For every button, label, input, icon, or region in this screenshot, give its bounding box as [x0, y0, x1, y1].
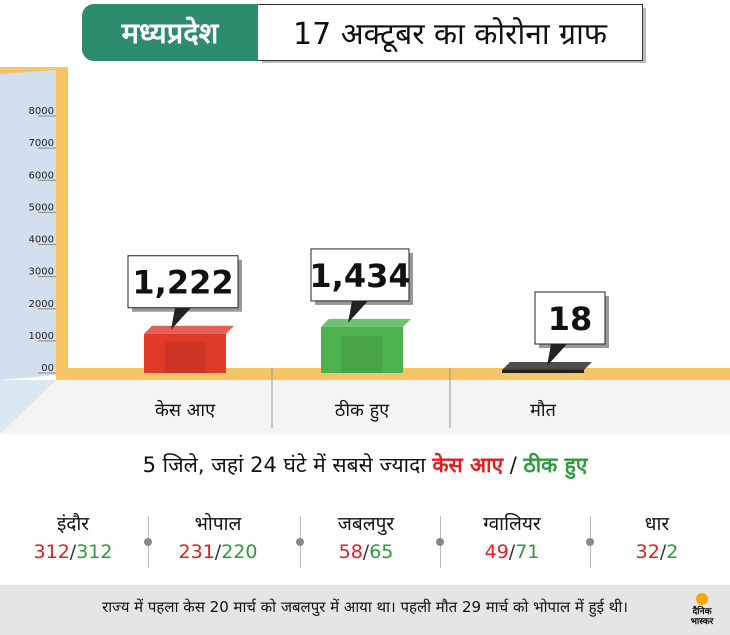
bar-top	[144, 325, 234, 334]
district-name: ग्वालियर	[483, 513, 541, 535]
bar-value-label: 18	[548, 300, 593, 338]
chart-base	[0, 380, 730, 434]
chart-wall-edge	[56, 67, 68, 380]
district-recovered: 2	[666, 541, 679, 563]
y-tick-label: 1000	[29, 331, 54, 342]
district-recovered: 71	[515, 541, 540, 563]
y-tick-label: 8000	[29, 106, 54, 117]
heading-prefix: 5 जिले, जहां 24 घंटे में सबसे ज्यादा	[142, 453, 433, 477]
chart-top-edge	[0, 67, 68, 74]
callout-pointer	[348, 300, 368, 323]
district-name: भोपाल	[194, 513, 242, 535]
y-tick-label: 6000	[29, 170, 54, 181]
bar-shade	[341, 336, 383, 373]
heading-recovered: ठीक हुए	[523, 453, 588, 477]
category-label: केस आए	[155, 399, 216, 421]
district-recovered: 65	[369, 541, 394, 563]
divider-dot	[144, 538, 152, 546]
sun-icon	[696, 593, 708, 605]
bar-front	[502, 370, 584, 373]
bar-shade	[164, 341, 206, 373]
bar-front	[321, 326, 403, 373]
district-gwalior: ग्वालियर 49/71	[452, 510, 572, 566]
district-name: जबलपुर	[337, 513, 395, 535]
heading-cases: केस आए	[432, 453, 504, 477]
y-tick-label: 2000	[29, 299, 54, 310]
district-cases: 32	[635, 541, 660, 563]
district-recovered: 312	[76, 541, 113, 563]
districts-heading: 5 जिले, जहां 24 घंटे में सबसे ज्यादा केस…	[0, 451, 730, 479]
y-tick-label: 3000	[29, 267, 54, 278]
bar-chart: 00 1000 2000 3000 4000 5000 6000 7000 8000 1,222…	[0, 67, 730, 434]
district-jabalpur: जबलपुर 58/65	[306, 510, 426, 566]
page-title: 17 अक्टूबर का कोरोना ग्राफ	[258, 4, 643, 61]
y-tick-label: 00	[41, 363, 54, 374]
district-name: धार	[644, 513, 670, 535]
y-tick-label: 7000	[29, 138, 54, 149]
district-indore: इंदौर 312/312	[13, 510, 133, 566]
divider-dot	[436, 538, 444, 546]
header: मध्यप्रदेश 17 अक्टूबर का कोरोना ग्राफ	[82, 4, 646, 63]
callout-box	[310, 248, 410, 302]
y-tick-label: 4000	[29, 235, 54, 246]
divider-dot	[296, 538, 304, 546]
bar-value-label: 1,434	[309, 257, 410, 295]
district-name: इंदौर	[56, 513, 90, 535]
footer: राज्य में पहला केस 20 मार्च को जबलपुर मे…	[0, 585, 730, 635]
bar-value-label: 1,222	[132, 264, 233, 302]
dainik-bhaskar-logo: दैनिक भास्कर	[682, 591, 722, 631]
district-cases: 312	[33, 541, 70, 563]
callout-pointer	[547, 344, 567, 366]
bar-shade	[522, 370, 564, 373]
bar-top	[321, 318, 411, 327]
heading-sep: /	[503, 453, 524, 477]
category-label: मौत	[530, 399, 556, 421]
footer-note: राज्य में पहला केस 20 मार्च को जबलपुर मे…	[102, 598, 628, 616]
category-label: ठीक हुए	[335, 399, 390, 422]
district-cases: 58	[338, 541, 363, 563]
district-bhopal: भोपाल 231/220	[158, 510, 278, 566]
district-list: इंदौर 312/312 भोपाल 231/220 जबलपुर 58/65…	[0, 510, 730, 572]
callout-box	[127, 255, 239, 309]
chart-side-wall	[0, 67, 68, 380]
district-cases: 49	[484, 541, 509, 563]
y-tick-label: 5000	[29, 202, 54, 213]
bar-front	[144, 333, 226, 373]
logo-line2: भास्कर	[690, 617, 714, 627]
divider-dot	[586, 538, 594, 546]
callout-pointer	[171, 307, 191, 330]
chart-base-left	[0, 380, 56, 434]
district-cases: 231	[178, 541, 215, 563]
district-dhar: धार 32/2	[597, 510, 717, 566]
district-recovered: 220	[221, 541, 258, 563]
callout-box	[534, 291, 606, 345]
logo-line1: दैनिक	[692, 607, 712, 617]
state-label: मध्यप्रदेश	[82, 4, 258, 61]
